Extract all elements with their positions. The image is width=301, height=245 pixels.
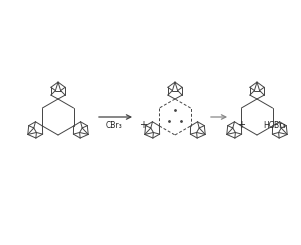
Text: +: +: [139, 120, 147, 130]
Text: HCBr₃: HCBr₃: [264, 121, 286, 130]
Text: CBr₃: CBr₃: [106, 121, 123, 130]
Text: +: +: [237, 120, 245, 130]
